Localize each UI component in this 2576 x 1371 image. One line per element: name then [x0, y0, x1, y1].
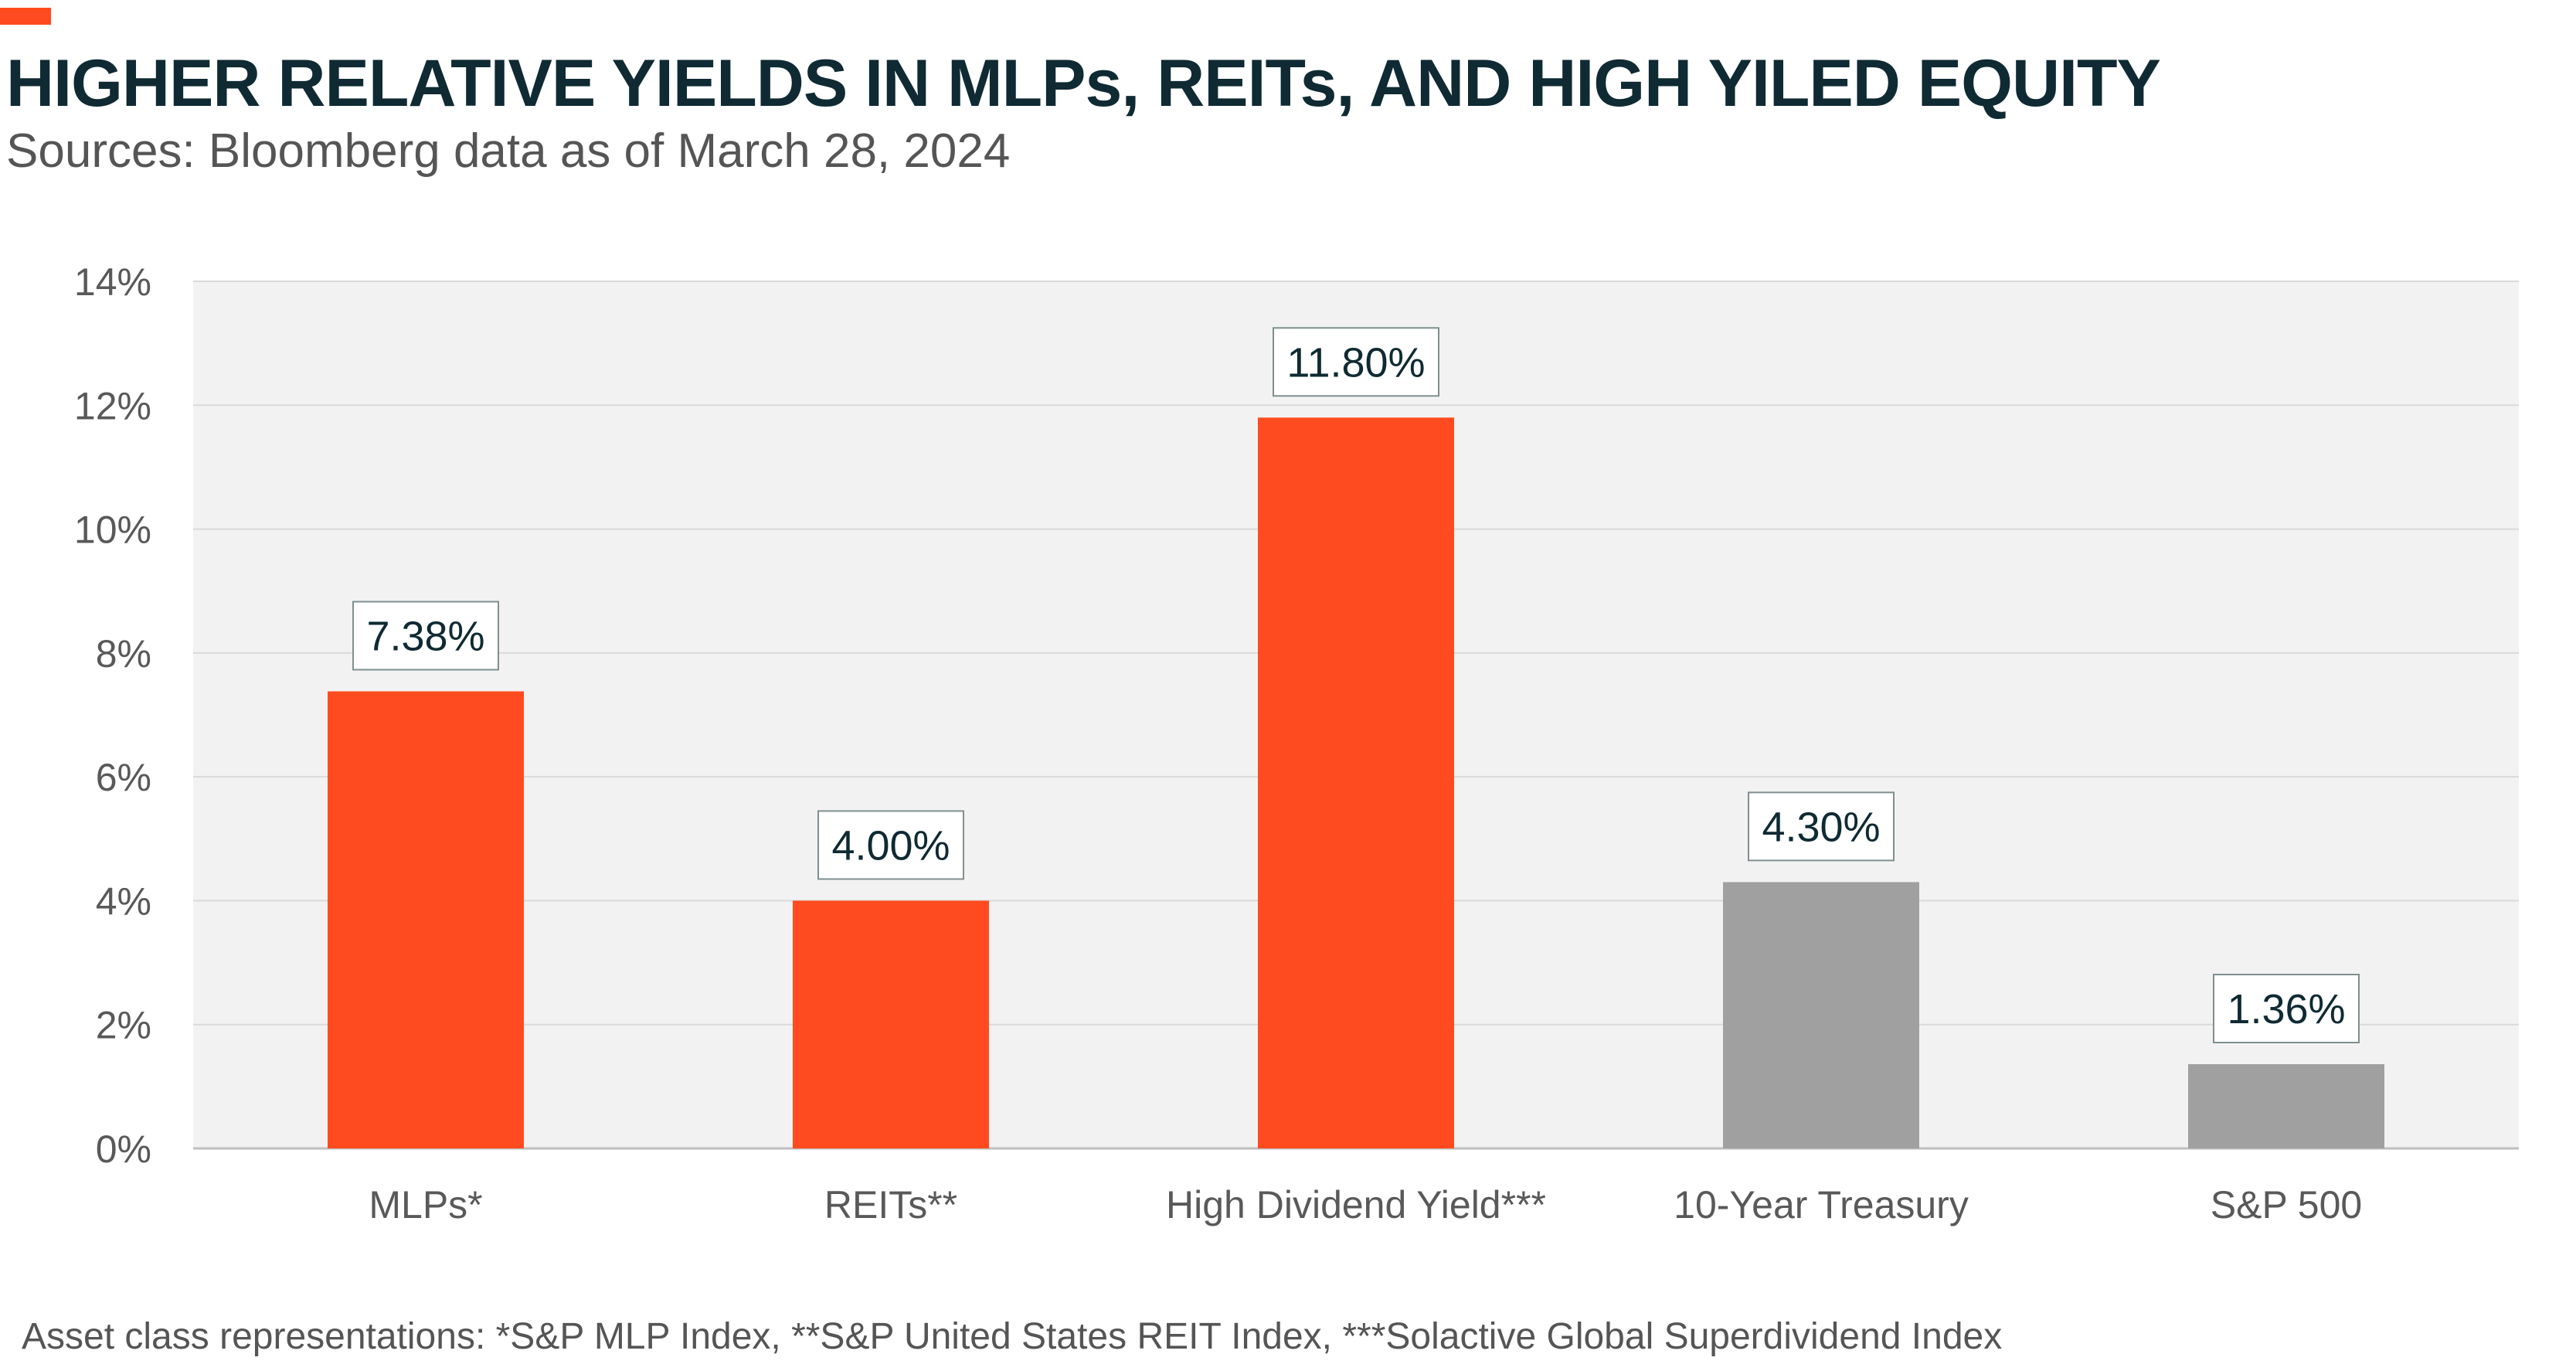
y-axis: 0% 2% 4% 6% 8% 10% 12% 14% [74, 260, 151, 1171]
bar [1723, 882, 1919, 1148]
accent-bar [0, 8, 51, 25]
category-label: REITs** [824, 1183, 957, 1226]
data-label: 1.36% [2227, 986, 2345, 1033]
data-label: 4.30% [1762, 804, 1880, 850]
footnote: Asset class representations: *S&P MLP In… [22, 1316, 2003, 1357]
y-tick-label: 12% [74, 384, 151, 427]
bar [1258, 417, 1454, 1148]
chart-title: HIGHER RELATIVE YIELDS IN MLPs, REITs, A… [6, 46, 2161, 121]
data-label-box [2213, 974, 2360, 1044]
category-label: High Dividend Yield*** [1166, 1183, 1546, 1226]
bar [328, 691, 524, 1148]
category-label: S&P 500 [2211, 1183, 2362, 1226]
bar [2188, 1064, 2384, 1148]
data-label-box [1748, 791, 1895, 862]
bar [793, 900, 989, 1148]
data-labels: 7.38% 4.00% 11.80% 4.30% 1.36% [352, 327, 2360, 1044]
chart-subtitle: Sources: Bloomberg data as of March 28, … [6, 124, 1011, 178]
y-tick-label: 6% [96, 756, 151, 799]
category-label: 10-Year Treasury [1674, 1183, 1969, 1226]
data-label-box [352, 600, 499, 671]
y-tick-label: 0% [96, 1128, 151, 1171]
y-tick-label: 14% [74, 260, 151, 304]
data-label: 7.38% [366, 614, 484, 660]
data-label: 4.00% [831, 822, 950, 869]
bars [328, 417, 2384, 1148]
category-label: MLPs* [369, 1183, 482, 1226]
y-tick-label: 4% [96, 879, 151, 923]
y-tick-label: 10% [74, 509, 151, 552]
y-tick-label: 2% [96, 1004, 151, 1047]
data-label: 11.80% [1286, 339, 1425, 386]
data-label-box [817, 810, 964, 880]
y-tick-label: 8% [96, 632, 151, 675]
data-label-box [1273, 327, 1439, 397]
x-axis: MLPs* REITs** High Dividend Yield*** 10-Yea… [369, 1183, 2362, 1226]
